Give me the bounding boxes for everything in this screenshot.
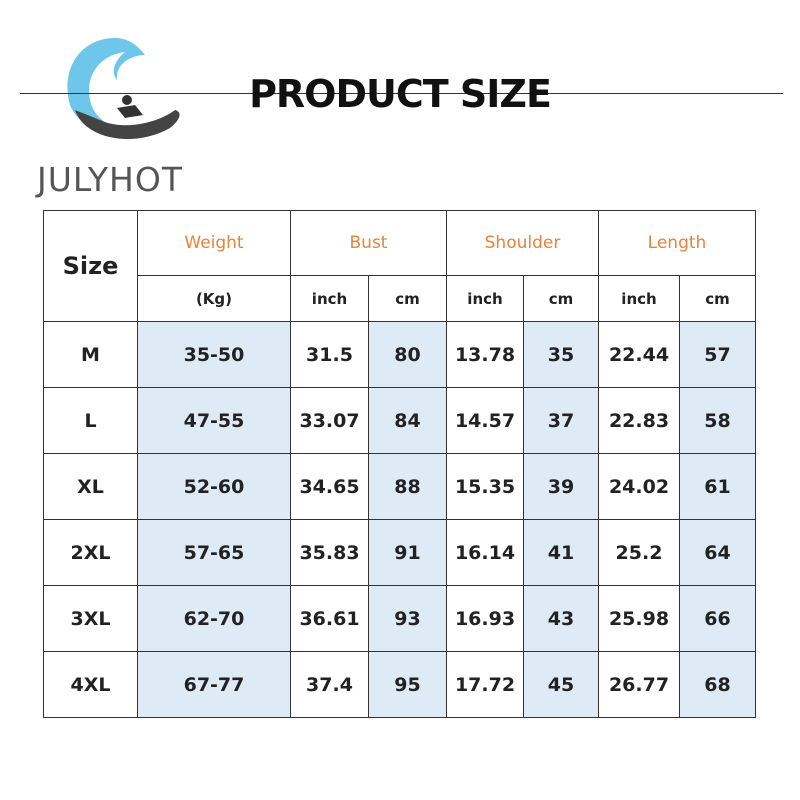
data-row: M 35-50 31.5 80 13.78 35 22.44 57 xyxy=(43,321,756,388)
brand: JULYHOT xyxy=(37,160,183,199)
value-cell: 25.2 xyxy=(598,519,680,586)
size-cell: 4XL xyxy=(43,651,138,718)
unit-row: (Kg) inch cm inch cm inch cm xyxy=(44,275,756,322)
value-cell: 57 xyxy=(679,321,756,388)
value-cell: 17.72 xyxy=(446,651,524,718)
value-cell: 41 xyxy=(523,519,599,586)
value-cell: 35-50 xyxy=(137,321,291,388)
value-cell: 62-70 xyxy=(137,585,291,652)
value-cell: 34.65 xyxy=(290,453,369,520)
value-cell: 16.93 xyxy=(446,585,524,652)
unit-header: cm xyxy=(368,275,447,322)
value-cell: 35 xyxy=(523,321,599,388)
value-cell: 35.83 xyxy=(290,519,369,586)
size-cell: 3XL xyxy=(43,585,138,652)
value-cell: 45 xyxy=(523,651,599,718)
unit-header: inch xyxy=(290,275,369,322)
size-cell: 2XL xyxy=(43,519,138,586)
value-cell: 57-65 xyxy=(137,519,291,586)
value-cell: 68 xyxy=(679,651,756,718)
value-cell: 14.57 xyxy=(446,387,524,454)
value-cell: 22.44 xyxy=(598,321,680,388)
column-header: Length xyxy=(598,210,756,276)
size-cell: XL xyxy=(43,453,138,520)
column-header: Shoulder xyxy=(446,210,599,276)
data-row: XL 52-60 34.65 88 15.35 39 24.02 61 xyxy=(43,453,756,520)
value-cell: 61 xyxy=(679,453,756,520)
data-row: 3XL 62-70 36.61 93 16.93 43 25.98 66 xyxy=(43,585,756,652)
value-cell: 25.98 xyxy=(598,585,680,652)
data-row: L 47-55 33.07 84 14.57 37 22.83 58 xyxy=(43,387,756,454)
title-rule xyxy=(20,93,783,94)
value-cell: 37.4 xyxy=(290,651,369,718)
value-cell: 36.61 xyxy=(290,585,369,652)
column-header: Bust xyxy=(290,210,447,276)
data-row: 4XL 67-77 37.4 95 17.72 45 26.77 68 xyxy=(43,651,756,718)
value-cell: 43 xyxy=(523,585,599,652)
value-cell: 24.02 xyxy=(598,453,680,520)
data-row: 2XL 57-65 35.83 91 16.14 41 25.2 64 xyxy=(43,519,756,586)
value-cell: 91 xyxy=(368,519,447,586)
value-cell: 26.77 xyxy=(598,651,680,718)
value-cell: 84 xyxy=(368,387,447,454)
value-cell: 80 xyxy=(368,321,447,388)
column-header: Weight xyxy=(137,210,291,276)
value-cell: 47-55 xyxy=(137,387,291,454)
value-cell: 37 xyxy=(523,387,599,454)
header-row: Size Weight Bust Shoulder Length xyxy=(43,210,756,322)
value-cell: 13.78 xyxy=(446,321,524,388)
unit-header: inch xyxy=(598,275,680,322)
value-cell: 31.5 xyxy=(290,321,369,388)
size-cell: M xyxy=(43,321,138,388)
value-cell: 16.14 xyxy=(446,519,524,586)
value-cell: 67-77 xyxy=(137,651,291,718)
value-cell: 33.07 xyxy=(290,387,369,454)
value-cell: 93 xyxy=(368,585,447,652)
value-cell: 95 xyxy=(368,651,447,718)
value-cell: 64 xyxy=(679,519,756,586)
surfer-body xyxy=(117,105,143,118)
unit-header: cm xyxy=(679,275,756,322)
value-cell: 15.35 xyxy=(446,453,524,520)
value-cell: 88 xyxy=(368,453,447,520)
surfer xyxy=(122,95,132,105)
value-cell: 52-60 xyxy=(137,453,291,520)
logo-icon xyxy=(67,38,180,140)
value-cell: 58 xyxy=(679,387,756,454)
unit-header: cm xyxy=(523,275,599,322)
wave xyxy=(67,38,150,135)
title: PRODUCT SIZE xyxy=(249,72,552,116)
unit-header: (Kg) xyxy=(137,275,291,322)
value-cell: 39 xyxy=(523,453,599,520)
size-cell: L xyxy=(43,387,138,454)
value-cell: 22.83 xyxy=(598,387,680,454)
size-table: Size Weight Bust Shoulder Length (Kg) inch cm in… xyxy=(43,210,756,718)
value-cell: 66 xyxy=(679,585,756,652)
unit-header: inch xyxy=(446,275,524,322)
size-header: Size xyxy=(43,210,138,322)
wave-base xyxy=(75,110,180,140)
